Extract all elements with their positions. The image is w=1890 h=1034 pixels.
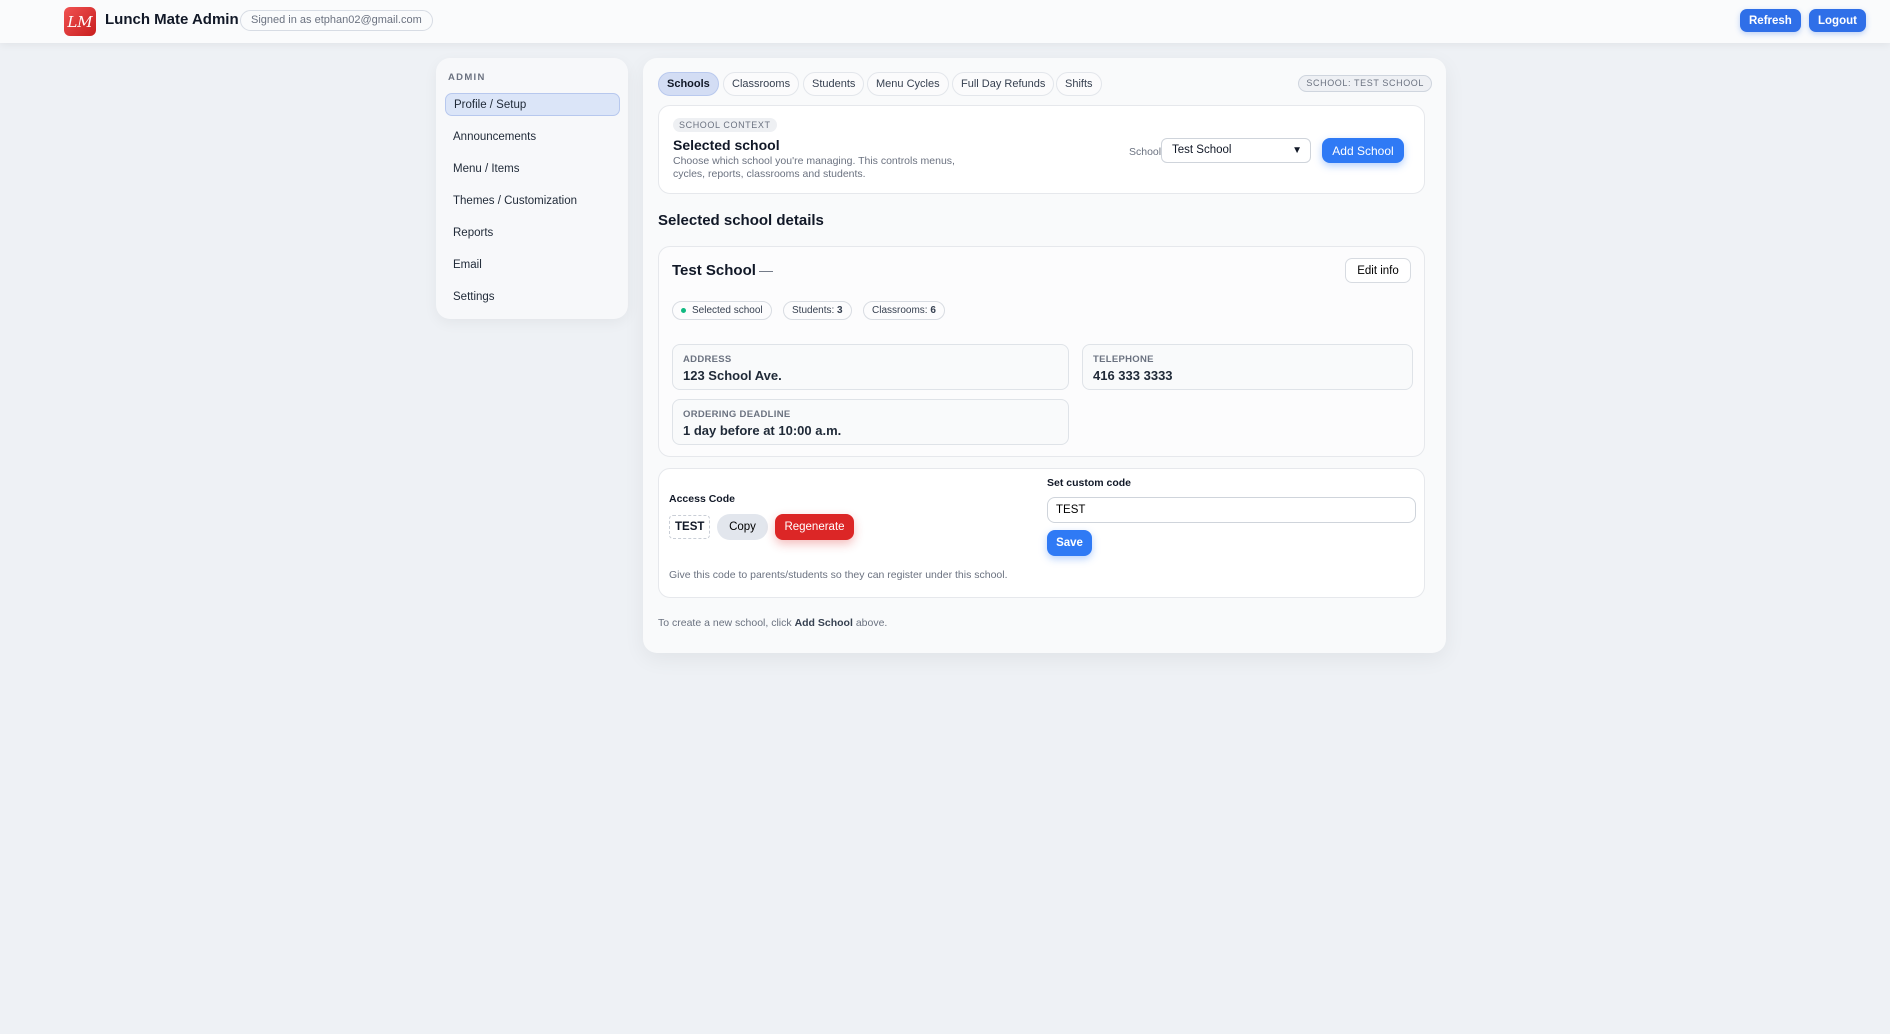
students-count: 3 bbox=[837, 305, 843, 316]
tab-menu-cycles[interactable]: Menu Cycles bbox=[867, 72, 949, 96]
sidebar-item-themes[interactable]: Themes / Customization bbox=[453, 195, 577, 207]
classrooms-count: 6 bbox=[930, 305, 936, 316]
sidebar-item-email[interactable]: Email bbox=[453, 259, 482, 271]
access-code-value: TEST bbox=[669, 515, 711, 539]
school-select[interactable]: Test School ▼ bbox=[1161, 138, 1311, 163]
sidebar-item-reports[interactable]: Reports bbox=[453, 227, 494, 239]
chip-label: Selected school bbox=[692, 305, 763, 316]
app-logo: LM bbox=[64, 7, 96, 36]
ordering-deadline-field: ORDERING DEADLINE 1 day before at 10:00 … bbox=[672, 399, 1069, 445]
telephone-field: TELEPHONE 416 333 3333 bbox=[1082, 344, 1413, 390]
field-label: TELEPHONE bbox=[1093, 354, 1154, 365]
sidebar-item-announcements[interactable]: Announcements bbox=[453, 131, 537, 143]
chevron-down-icon: ▼ bbox=[1292, 145, 1302, 156]
refresh-button[interactable]: Refresh bbox=[1740, 9, 1801, 32]
add-school-button[interactable]: Add School bbox=[1322, 138, 1404, 163]
school-name-dash: — bbox=[759, 262, 773, 278]
field-value: 123 School Ave. bbox=[683, 368, 782, 383]
field-label: ADDRESS bbox=[683, 354, 732, 365]
footer-add-school: Add School bbox=[794, 617, 853, 629]
save-button[interactable]: Save bbox=[1047, 530, 1092, 556]
copy-button[interactable]: Copy bbox=[717, 514, 768, 540]
top-bar: LM Lunch Mate Admin Signed in as etphan0… bbox=[0, 0, 1890, 43]
address-field: ADDRESS 123 School Ave. bbox=[672, 344, 1069, 390]
custom-code-input[interactable] bbox=[1047, 497, 1416, 523]
footer-text: To create a new school, click bbox=[658, 617, 795, 629]
tab-schools[interactable]: Schools bbox=[658, 72, 719, 96]
chip-label: Students: bbox=[792, 305, 835, 316]
tab-students[interactable]: Students bbox=[803, 72, 865, 96]
regenerate-button[interactable]: Regenerate bbox=[775, 514, 854, 540]
context-title: Selected school bbox=[673, 137, 780, 153]
school-context-card: SCHOOL CONTEXT Selected school Choose wh… bbox=[658, 105, 1425, 194]
school-select-label: School bbox=[1129, 146, 1162, 158]
main-panel: Schools Classrooms Students Menu Cycles … bbox=[643, 58, 1446, 653]
access-code-hint: Give this code to parents/students so th… bbox=[669, 569, 1008, 581]
tab-full-day-refunds[interactable]: Full Day Refunds bbox=[952, 72, 1055, 96]
field-value: 1 day before at 10:00 a.m. bbox=[683, 423, 842, 438]
app-title: Lunch Mate Admin bbox=[105, 11, 239, 28]
context-tag: SCHOOL CONTEXT bbox=[673, 118, 777, 132]
sidebar-item-profile-setup[interactable]: Profile / Setup bbox=[445, 93, 620, 116]
sidebar-heading: ADMIN bbox=[448, 72, 486, 83]
context-desc-1: Choose which school you're managing. Thi… bbox=[673, 155, 955, 167]
signed-in-badge: Signed in as etphan02@gmail.com bbox=[240, 10, 433, 31]
footer-hint: To create a new school, click Add School… bbox=[658, 617, 887, 629]
field-label: ORDERING DEADLINE bbox=[683, 409, 791, 420]
classrooms-count-chip: Classrooms: 6 bbox=[863, 301, 945, 320]
custom-code-label: Set custom code bbox=[1047, 477, 1132, 489]
selected-school-chip: Selected school bbox=[672, 301, 772, 320]
status-dot-icon bbox=[681, 307, 686, 313]
students-count-chip: Students: 3 bbox=[783, 301, 852, 320]
field-value: 416 333 3333 bbox=[1093, 368, 1173, 383]
tab-classrooms[interactable]: Classrooms bbox=[723, 72, 800, 96]
school-name: Test School bbox=[672, 262, 756, 279]
sidebar-item-settings[interactable]: Settings bbox=[453, 291, 495, 303]
sidebar-item-menu-items[interactable]: Menu / Items bbox=[453, 163, 520, 175]
sidebar: ADMIN Profile / Setup Announcements Menu… bbox=[436, 58, 628, 319]
access-code-card: Access Code TEST Copy Regenerate Give th… bbox=[658, 468, 1425, 598]
logout-button[interactable]: Logout bbox=[1809, 9, 1866, 32]
current-school-badge: SCHOOL: TEST SCHOOL bbox=[1298, 75, 1432, 92]
tab-shifts[interactable]: Shifts bbox=[1056, 72, 1102, 96]
access-code-label: Access Code bbox=[669, 493, 735, 505]
school-details-card: Test School — Edit info Selected school … bbox=[658, 246, 1425, 457]
context-desc-2: cycles, reports, classrooms and students… bbox=[673, 168, 866, 180]
chip-label: Classrooms: bbox=[872, 305, 928, 316]
edit-info-button[interactable]: Edit info bbox=[1345, 258, 1411, 283]
details-heading: Selected school details bbox=[658, 212, 824, 229]
footer-text: above. bbox=[852, 617, 888, 629]
school-select-value: Test School bbox=[1172, 144, 1232, 156]
